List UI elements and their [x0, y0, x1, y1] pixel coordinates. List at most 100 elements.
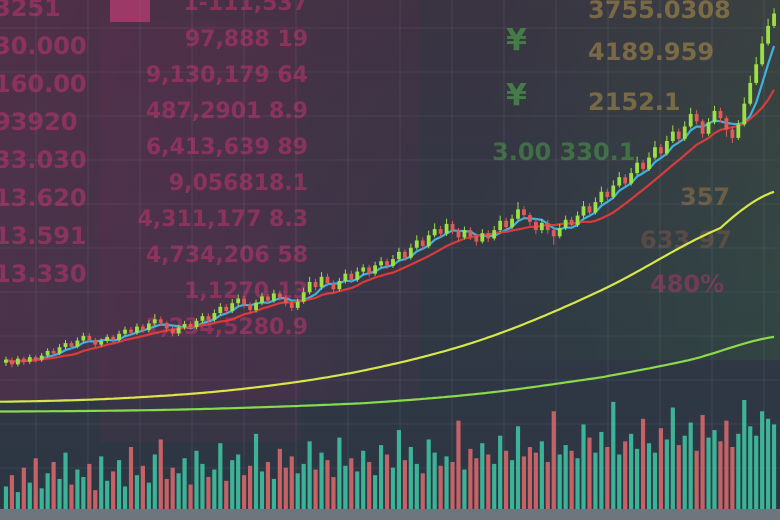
volume-bar [670, 407, 675, 509]
volume-bar [527, 446, 533, 509]
backdrop-right-number: 357 [680, 183, 730, 211]
volume-bar [444, 456, 449, 509]
candle-body [218, 306, 223, 314]
volume-bar [640, 418, 646, 509]
candle-body [522, 209, 526, 216]
candle-body [670, 131, 675, 141]
volume-bar [188, 484, 193, 509]
candle-body [69, 343, 74, 347]
candle-body [295, 301, 300, 308]
moving-average-ma_long [0, 335, 775, 413]
volume-bar [736, 433, 741, 509]
volume-bar [111, 471, 116, 509]
candle-body [164, 322, 169, 329]
backdrop-mid-numbers: 1-111,537 97,888 19 9,130,179 64 487,2901 8… [138, 0, 309, 340]
volume-bar [373, 475, 378, 509]
backdrop-left-number: 13.330 [0, 260, 87, 288]
candle-body [331, 282, 336, 290]
volume-bars [3, 400, 777, 509]
volume-bar [182, 458, 187, 509]
volume-bar [33, 458, 38, 509]
volume-bar [611, 401, 616, 509]
backdrop-right-number: 2152.1 [588, 88, 681, 116]
candle-body [569, 219, 574, 225]
candle-body [21, 358, 26, 362]
volume-bar [295, 473, 300, 509]
moving-average-ma_mid [5, 89, 775, 364]
candle-body [474, 236, 479, 242]
volume-bar [724, 420, 729, 509]
volume-bar [462, 469, 467, 509]
candle-body [593, 202, 598, 213]
volume-bar [361, 450, 366, 509]
backdrop-mid-number: 9,130,179 64 [146, 63, 308, 88]
volume-bar [766, 418, 771, 509]
candle-body [271, 293, 276, 301]
candle-body [385, 261, 389, 266]
volume-bar [718, 441, 723, 509]
candle-body [617, 177, 622, 186]
candle-body [402, 251, 407, 258]
volume-bar [87, 463, 92, 509]
candle-body [313, 281, 318, 288]
candle-body [319, 276, 324, 288]
candle-body [647, 157, 651, 169]
volume-bar [760, 411, 765, 509]
backdrop-mid-number: 97,888 19 [185, 27, 308, 52]
volume-bar [557, 454, 562, 509]
backdrop-arrow-glyph: ¥ [506, 78, 527, 113]
volume-bar [247, 465, 253, 509]
volume-bar [694, 450, 699, 509]
candle-body [444, 223, 449, 234]
candle-body [504, 220, 509, 228]
candle-body [724, 118, 729, 130]
volume-bar [432, 452, 437, 509]
moving-average-lines [0, 45, 776, 413]
candle-body [462, 230, 467, 238]
candle-body [123, 329, 127, 334]
candle-body [456, 230, 461, 238]
candle-body [545, 222, 550, 231]
candle-body [99, 341, 104, 345]
volume-bar [27, 482, 32, 509]
candle-body [242, 298, 247, 305]
volume-bar [521, 456, 527, 509]
candle-body [700, 121, 705, 134]
volume-bar [515, 426, 521, 509]
candle-body [63, 343, 68, 348]
candle-body [605, 191, 610, 197]
candle-body [533, 221, 538, 231]
candle-body [510, 218, 514, 228]
candle-body [117, 333, 121, 340]
candle-body [224, 306, 229, 311]
candle-body [27, 357, 32, 362]
volume-bar [700, 415, 705, 509]
candle-body [629, 173, 634, 184]
backdrop-mid-number: 487,2901 8.9 [146, 99, 308, 124]
candle-body [200, 316, 205, 321]
volume-bar [504, 450, 509, 509]
volume-bar [355, 471, 360, 509]
volume-bar [629, 433, 634, 509]
volume-bar [319, 452, 324, 509]
candle-body [379, 261, 383, 266]
backdrop-red-block [110, 0, 150, 22]
volume-bar [117, 460, 122, 509]
candle-body [39, 355, 44, 360]
candle-body [742, 103, 747, 125]
candle-body [408, 247, 413, 258]
candle-body [754, 64, 759, 83]
moving-average-ma_fast [5, 45, 776, 364]
volume-bar [450, 462, 455, 509]
volume-bar [105, 480, 110, 509]
volume-bar [480, 443, 485, 509]
volume-bar [706, 437, 711, 509]
volume-bar [277, 448, 282, 509]
volume-bar [140, 465, 145, 509]
candle-body [528, 215, 532, 222]
volume-bar [259, 471, 265, 509]
volume-bar [593, 452, 598, 509]
candle-body [766, 25, 770, 44]
candle-body [551, 230, 556, 237]
volume-bar [587, 437, 592, 509]
